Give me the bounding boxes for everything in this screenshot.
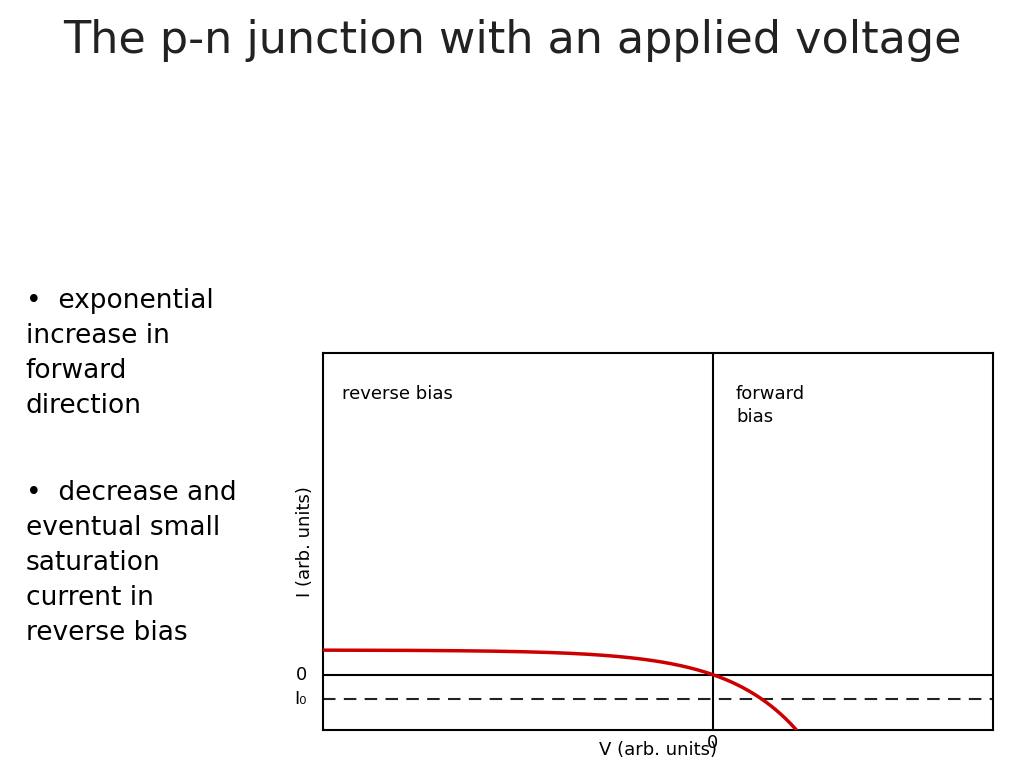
Text: The p-n junction with an applied voltage: The p-n junction with an applied voltage [62,19,962,62]
Y-axis label: I (arb. units): I (arb. units) [296,486,314,597]
Text: 0: 0 [707,734,718,752]
Text: •  exponential
increase in
forward
direction: • exponential increase in forward direct… [26,288,213,419]
Text: forward
bias: forward bias [736,386,805,425]
Text: 0: 0 [296,666,307,684]
Text: •  decrease and
eventual small
saturation
current in
reverse bias: • decrease and eventual small saturation… [26,480,237,646]
X-axis label: V (arb. units): V (arb. units) [599,740,717,759]
Text: I₀: I₀ [295,690,307,708]
Text: reverse bias: reverse bias [342,386,453,403]
